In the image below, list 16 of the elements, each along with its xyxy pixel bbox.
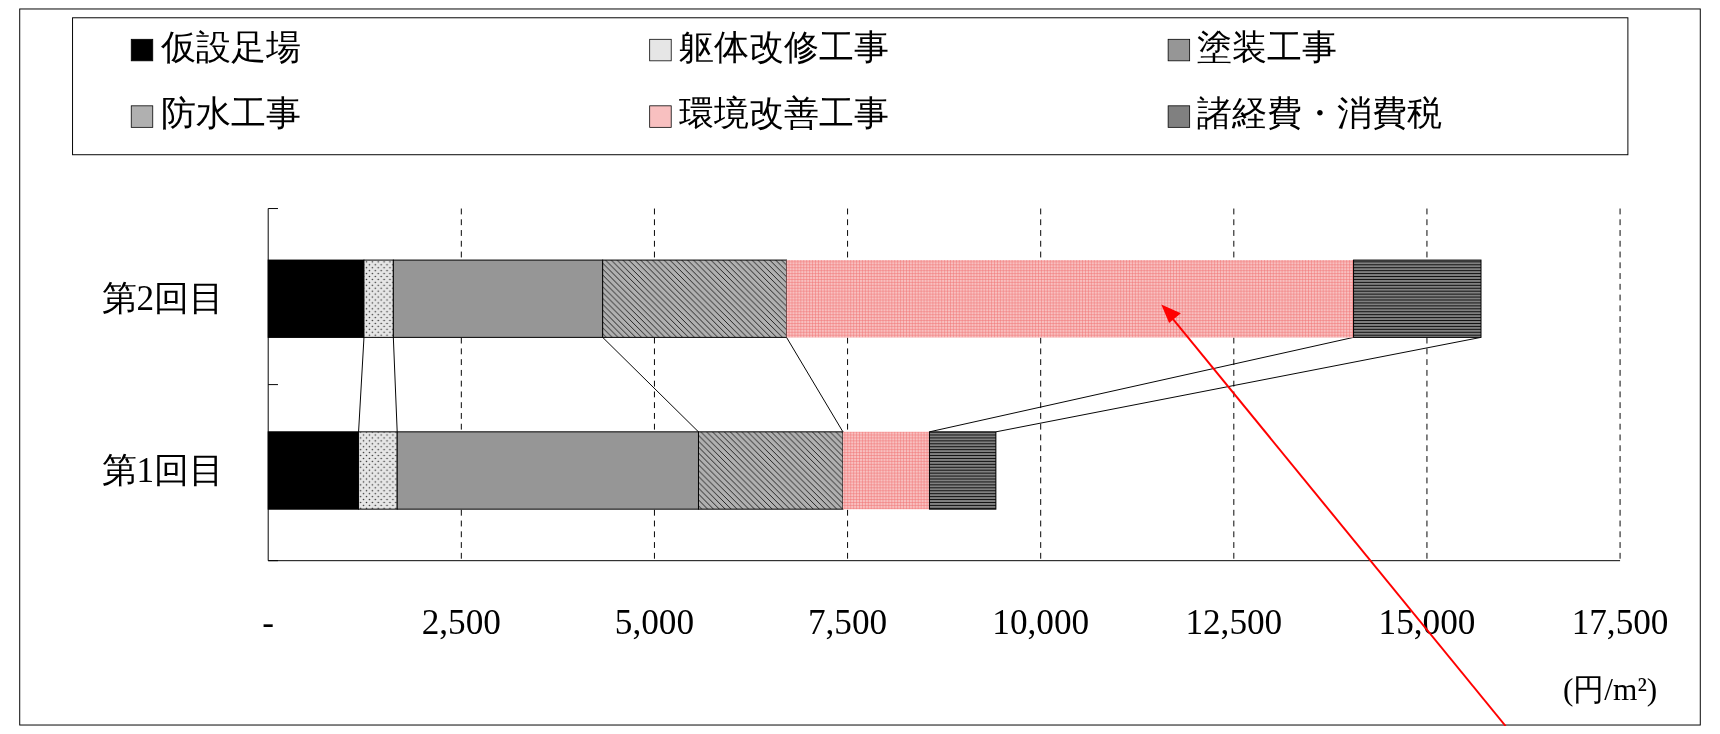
x-tick-label: 10,000 [992, 603, 1090, 643]
x-tick-label: 2,500 [421, 603, 501, 643]
x-tick-label: 5,000 [614, 603, 695, 643]
x-tick-label: - [262, 603, 275, 643]
legend-label: 環境改善工事 [679, 94, 890, 134]
y-tick-label: 第2回目 [101, 279, 225, 319]
legend-label: 塗装工事 [1197, 27, 1338, 67]
x-tick-label: 17,500 [1571, 603, 1669, 643]
x-axis-title: (円/m²) [1562, 671, 1658, 707]
x-tick-label: 7,500 [807, 603, 888, 643]
legend-label: 防水工事 [160, 94, 301, 134]
x-tick-label: 12,500 [1185, 603, 1283, 643]
y-tick-label: 第1回目 [101, 451, 225, 491]
legend-label: 諸経費・消費税 [1197, 94, 1443, 134]
legend-label: 躯体改修工事 [679, 27, 890, 67]
legend-label: 仮設足場 [159, 27, 301, 67]
